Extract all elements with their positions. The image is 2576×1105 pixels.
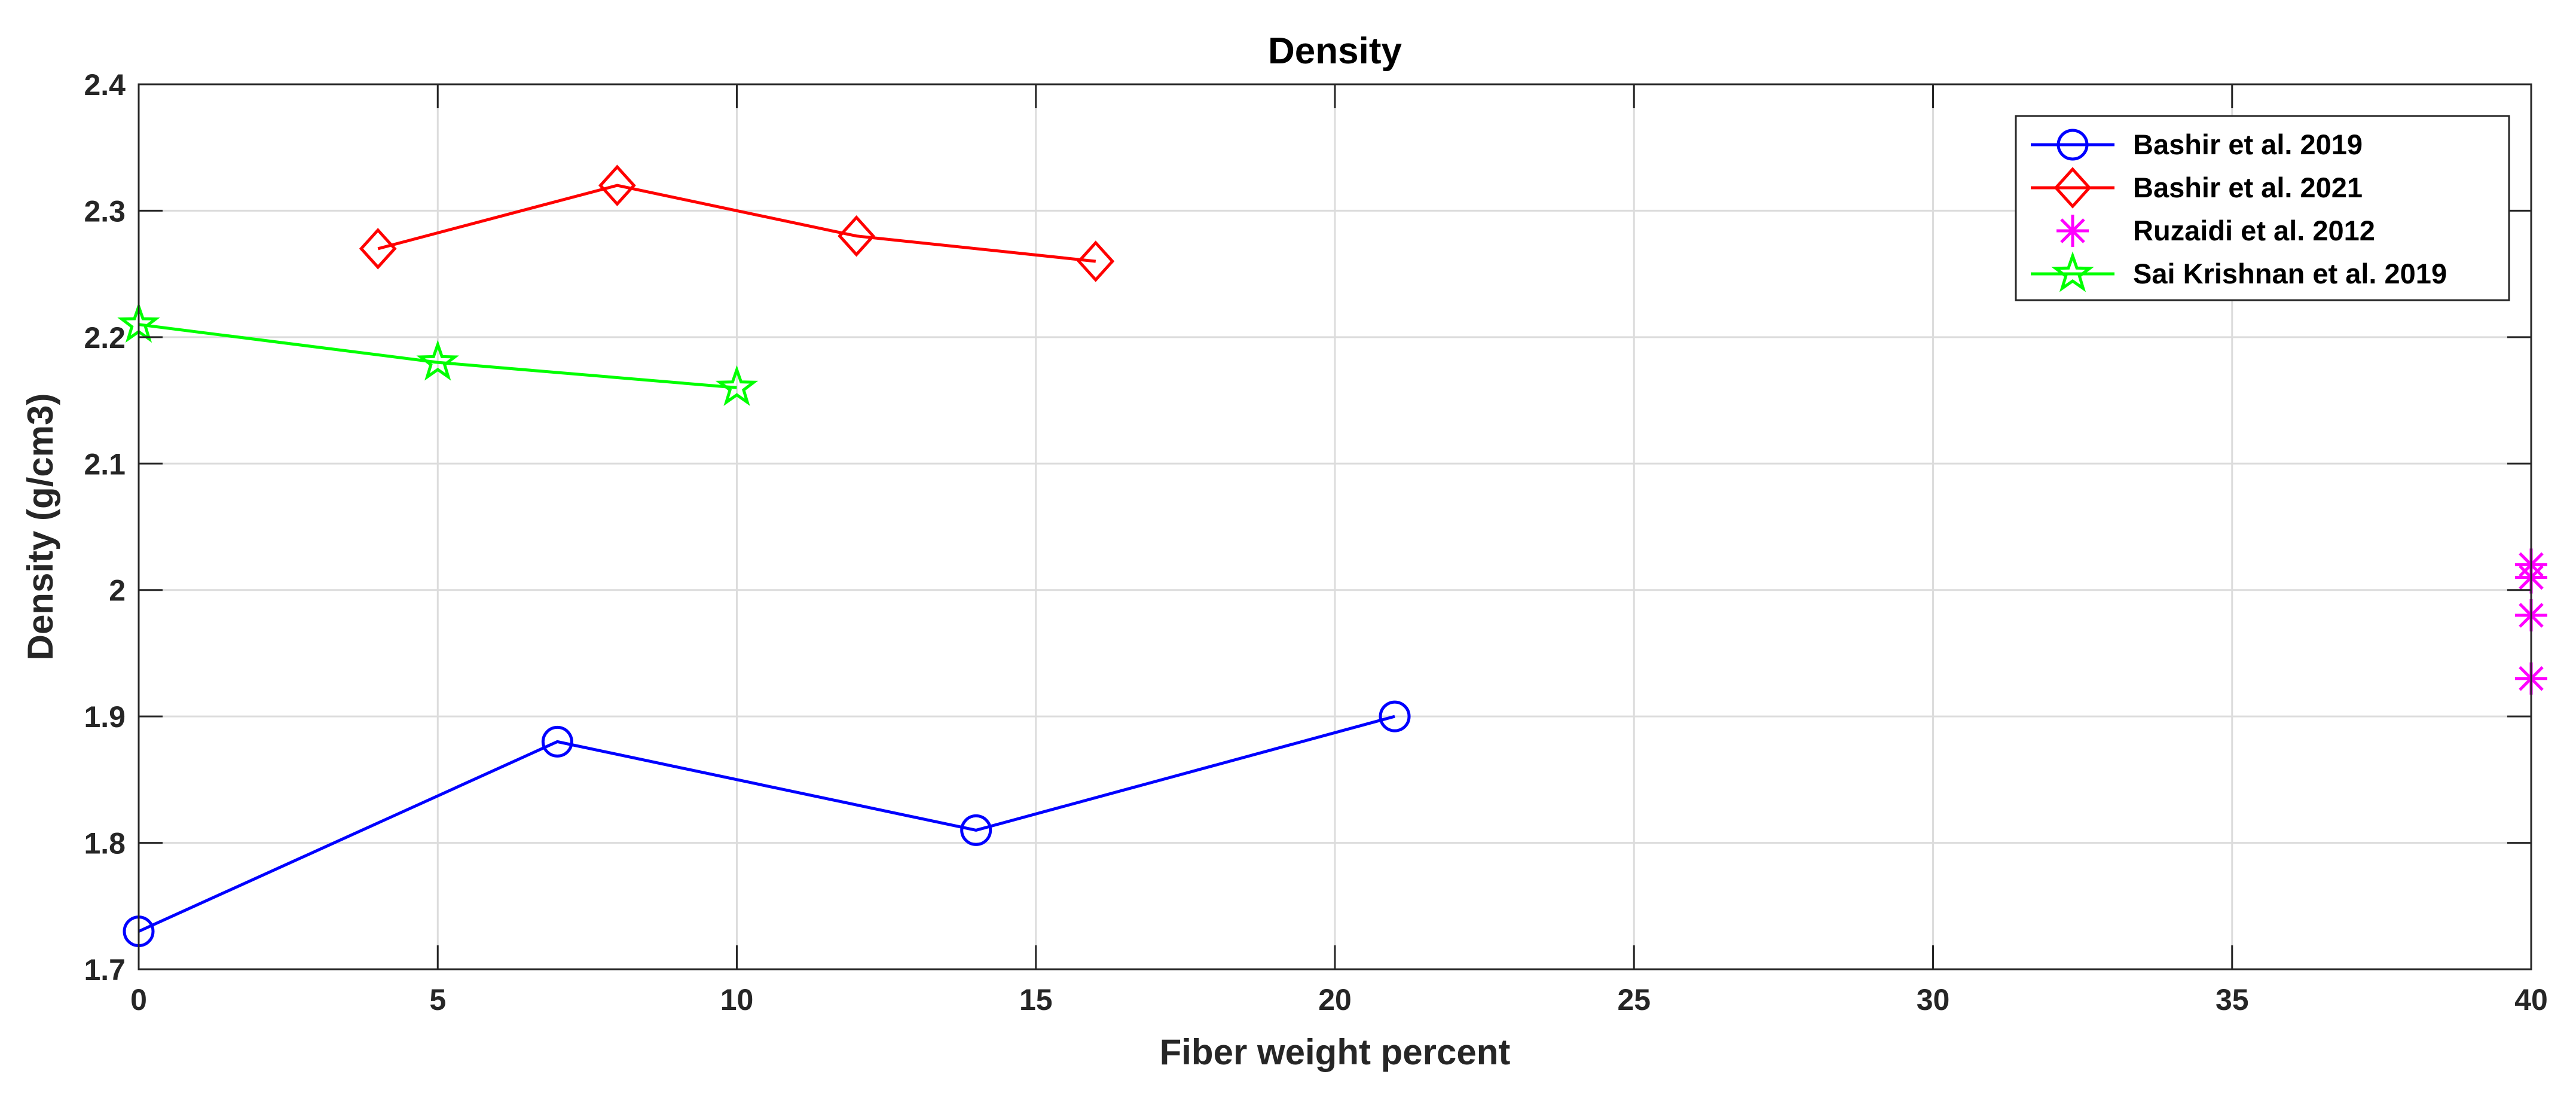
y-tick-label: 2.1 [84, 447, 126, 481]
y-tick-label: 2.3 [84, 194, 126, 228]
legend-entries: Bashir et al. 2019 Bashir et al. 2021 Ruza… [2031, 129, 2447, 292]
x-tick-label: 25 [1617, 983, 1651, 1017]
y-tick-label: 2.2 [84, 321, 126, 355]
y-tick-label: 1.8 [84, 827, 126, 860]
series-line [137, 715, 1395, 933]
data-point-marker [1379, 700, 1411, 732]
tick-marks [137, 83, 2532, 970]
chart-title: Density [1268, 30, 1402, 72]
x-tick-label: 0 [130, 983, 147, 1017]
legend-label: Bashir et al. 2021 [2133, 172, 2363, 203]
data-point-marker [598, 164, 636, 206]
x-tick-label: 5 [429, 983, 446, 1017]
legend-entry: Bashir et al. 2019 [2031, 129, 2363, 161]
data-point-marker [715, 365, 759, 406]
x-tick-labels: 0 5 10 15 20 25 30 35 40 [130, 983, 2548, 1017]
legend-label: Ruzaidi et al. 2012 [2133, 215, 2375, 246]
data-point-marker [416, 340, 459, 381]
legend-marker [2051, 251, 2094, 292]
x-tick-label: 40 [2514, 983, 2548, 1017]
x-tick-label: 20 [1318, 983, 1352, 1017]
series-line [138, 323, 737, 389]
x-tick-label: 30 [1917, 983, 1950, 1017]
legend-entry: Bashir et al. 2021 [2031, 167, 2363, 209]
legend-marker [2056, 129, 2089, 161]
legend-entry: Ruzaidi et al. 2012 [2056, 215, 2375, 247]
series-line [377, 184, 1096, 263]
y-tick-label: 1.9 [84, 700, 126, 734]
series-1 [359, 164, 1115, 282]
legend-box [2015, 115, 2510, 301]
y-tick-labels: 1.7 1.8 1.9 2 2.1 2.2 2.3 2.4 [84, 68, 126, 987]
x-tick-label: 10 [720, 983, 754, 1017]
legend-marker [2054, 167, 2092, 209]
data-point-marker [1077, 240, 1115, 282]
legend-label: Sai Krishnan et al. 2019 [2133, 258, 2447, 289]
x-axis-label: Fiber weight percent [1160, 1032, 1511, 1072]
data-point-marker [359, 228, 397, 270]
data-point-marker [541, 725, 573, 758]
x-tick-label: 35 [2216, 983, 2249, 1017]
legend-entry: Sai Krishnan et al. 2019 [2031, 251, 2447, 292]
legend-marker [2056, 215, 2089, 247]
legend-label: Bashir et al. 2019 [2133, 129, 2363, 160]
legend: Bashir et al. 2019 Bashir et al. 2021 Ruza… [2015, 115, 2510, 301]
y-tick-label: 2 [109, 574, 126, 608]
y-tick-label: 1.7 [84, 953, 126, 987]
data-point-marker [960, 814, 992, 846]
y-tick-label: 2.4 [84, 68, 126, 102]
y-axis-label: Density (g/cm3) [20, 393, 60, 661]
x-tick-label: 15 [1019, 983, 1053, 1017]
data-point-marker [838, 215, 875, 257]
